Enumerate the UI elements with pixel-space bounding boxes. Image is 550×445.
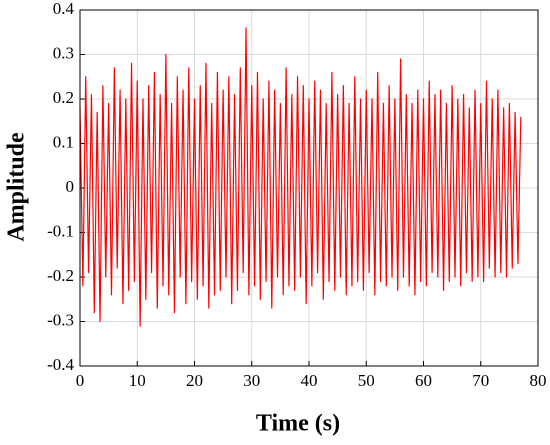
signal-line <box>79 27 522 327</box>
x-tick-label: 30 <box>243 371 260 390</box>
y-tick-label: -0.1 <box>47 221 74 240</box>
y-tick-label: -0.3 <box>47 310 74 329</box>
x-axis-label: Time (s) <box>256 411 340 437</box>
x-tick-label: 80 <box>530 371 547 390</box>
y-tick-label: 0.3 <box>53 43 74 62</box>
plot-frame <box>79 9 539 367</box>
y-tick-label: -0.4 <box>47 355 74 374</box>
x-tick-label: 50 <box>358 371 375 390</box>
y-tick-label: 0.1 <box>53 132 74 151</box>
x-tick-label: 40 <box>301 371 318 390</box>
x-tick-label: 60 <box>415 371 432 390</box>
x-tick-label: 70 <box>472 371 489 390</box>
y-tick-label: 0 <box>66 177 75 196</box>
y-tick-label: -0.2 <box>47 266 74 285</box>
y-tick-label: 0.2 <box>53 88 74 107</box>
y-axis-label: Amplitude <box>4 132 30 242</box>
x-tick-label: 0 <box>76 371 85 390</box>
x-tick-label: 10 <box>129 371 146 390</box>
y-tick-label: 0.4 <box>53 0 75 18</box>
x-tick-label: 20 <box>186 371 203 390</box>
